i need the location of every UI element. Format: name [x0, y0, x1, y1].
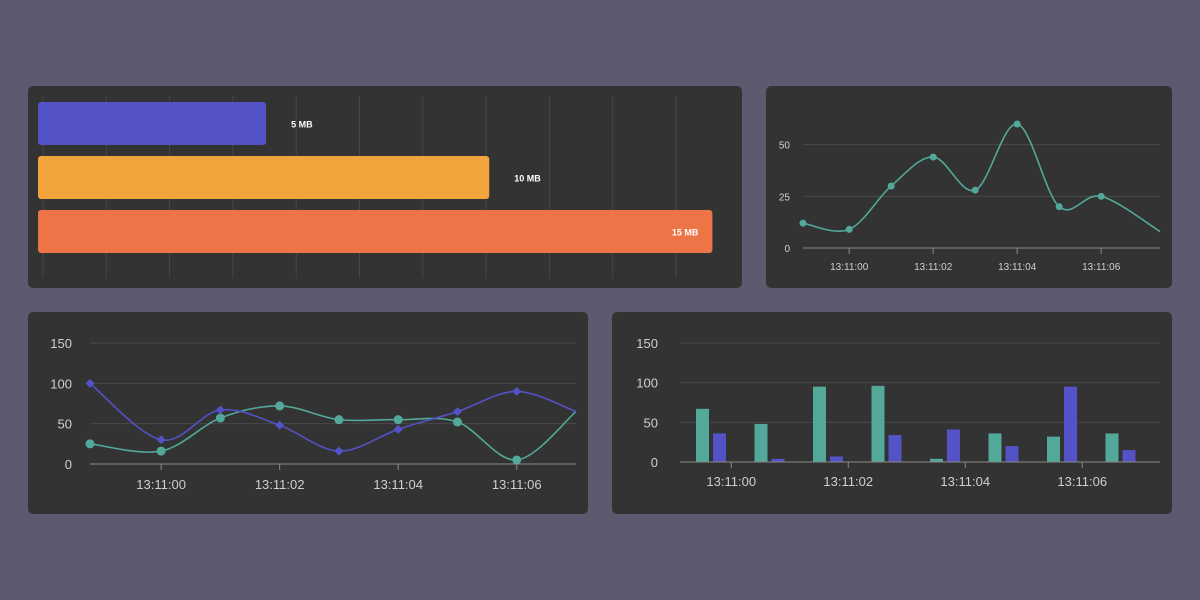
x-tick-label: 13:11:00 — [706, 474, 756, 489]
x-tick-label: 13:11:06 — [492, 477, 542, 492]
line-chart-panel: 0 25 50 13:11:00 13:11:02 13:11:04 13:11:06 — [766, 86, 1172, 288]
bar-2-8 — [1122, 450, 1136, 462]
bar-1-4 — [871, 385, 885, 462]
x-tick-label: 13:11:02 — [914, 262, 953, 273]
bar-2-4 — [888, 435, 902, 462]
data-point — [512, 455, 522, 465]
line-chart: 0 25 50 13:11:00 13:11:02 13:11:04 13:11:06 — [779, 120, 1161, 273]
bar-2-6 — [1005, 446, 1019, 462]
bar-2-2 — [771, 458, 785, 462]
x-tick-label: 13:11:06 — [1057, 474, 1107, 489]
y-tick-label: 150 — [636, 336, 658, 351]
bar-label-2: 10 MB — [514, 174, 541, 184]
multi-line-chart: 0 50 100 150 13:11:00 13:11:02 13:11:04 13:11:0… — [50, 336, 577, 492]
data-point-diamond — [334, 446, 344, 456]
x-tick-label: 13:11:06 — [1082, 262, 1121, 273]
data-point-diamond — [156, 435, 166, 445]
data-point-diamond — [393, 424, 403, 434]
data-point — [452, 417, 462, 427]
x-tick-label: 13:11:00 — [830, 262, 869, 273]
data-point-diamond — [215, 405, 225, 415]
data-point — [275, 401, 285, 411]
y-tick-label: 0 — [65, 457, 72, 472]
y-tick-label: 150 — [50, 336, 72, 351]
data-point — [1013, 120, 1021, 128]
y-tick-label: 0 — [784, 244, 790, 255]
data-point — [971, 186, 979, 194]
series-line — [802, 123, 1161, 233]
data-point — [334, 415, 344, 425]
bar-1-3 — [813, 386, 826, 462]
data-point — [1055, 203, 1063, 211]
bar-2-5 — [947, 429, 960, 462]
y-tick-label: 50 — [644, 415, 658, 430]
horizontal-bar-chart-panel: 5 MB 10 MB 15 MB — [28, 86, 742, 288]
grouped-bar-chart-panel: 0 50 100 150 13:11:00 13:11:02 13:11:04 13:11:0… — [612, 312, 1172, 514]
bar-1-1 — [696, 408, 709, 462]
x-tick-label: 13:11:00 — [136, 477, 186, 492]
bar-2-3 — [830, 456, 843, 462]
bar-2-1 — [713, 433, 726, 462]
y-tick-label: 100 — [50, 376, 72, 391]
bar-2 — [38, 156, 490, 199]
bar-label-1: 5 MB — [291, 120, 313, 130]
x-tick-label: 13:11:02 — [255, 477, 305, 492]
multi-line-chart-panel: 0 50 100 150 13:11:00 13:11:02 13:11:04 13:11:0… — [28, 312, 588, 514]
bar-label-3: 15 MB — [672, 228, 699, 238]
data-point — [887, 182, 895, 190]
data-point — [156, 446, 166, 456]
data-point — [85, 439, 95, 449]
x-tick-label: 13:11:04 — [940, 474, 990, 489]
data-point — [929, 153, 937, 161]
data-point-diamond — [275, 420, 285, 430]
grouped-bar-chart: 0 50 100 150 13:11:00 13:11:02 13:11:04 13:11:0… — [636, 336, 1160, 489]
data-point — [393, 415, 403, 425]
bar-1-2 — [754, 423, 768, 462]
data-point-diamond — [452, 407, 462, 417]
bar-2-7 — [1064, 386, 1077, 462]
data-point — [845, 225, 853, 233]
data-point — [799, 219, 807, 227]
x-tick-label: 13:11:04 — [373, 477, 423, 492]
data-point-diamond — [85, 378, 95, 388]
data-point-diamond — [512, 386, 522, 396]
bar-1-5 — [930, 458, 943, 462]
bar-1 — [38, 102, 267, 145]
y-tick-label: 100 — [636, 376, 658, 391]
y-tick-label: 50 — [779, 141, 791, 152]
bar-3 — [38, 210, 713, 253]
horizontal-bar-chart: 5 MB 10 MB 15 MB — [38, 96, 713, 278]
bar-1-7 — [1047, 436, 1060, 462]
x-tick-label: 13:11:02 — [823, 474, 873, 489]
y-tick-label: 50 — [58, 417, 72, 432]
y-tick-label: 25 — [779, 192, 791, 203]
bar-1-6 — [988, 433, 1002, 462]
x-tick-label: 13:11:04 — [998, 262, 1037, 273]
data-point — [215, 413, 225, 423]
data-point — [1097, 192, 1105, 200]
bar-1-8 — [1105, 433, 1119, 462]
y-tick-label: 0 — [651, 455, 658, 470]
